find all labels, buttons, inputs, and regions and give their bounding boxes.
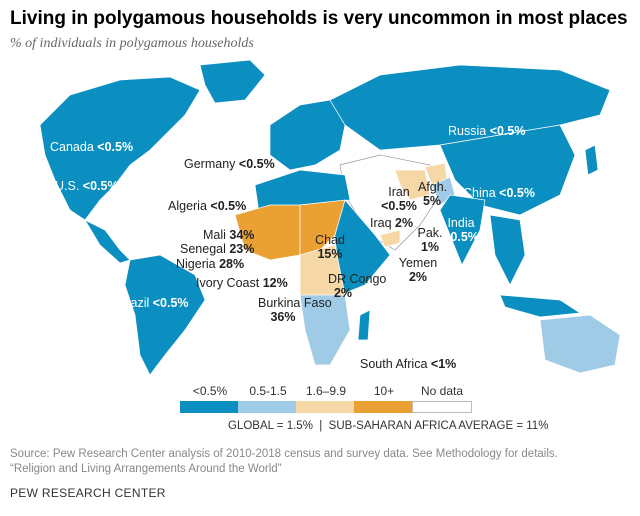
region-southern-africa xyxy=(299,294,351,366)
chart-subtitle: % of individuals in polygamous household… xyxy=(10,36,254,51)
legend-swatch xyxy=(238,401,298,413)
label-nigeria: Nigeria 28% xyxy=(176,257,245,271)
label-afghanistan: Afgh. 5% xyxy=(418,180,448,208)
label-iran: Iran <0.5% xyxy=(381,185,417,213)
chart-title: Living in polygamous households is very … xyxy=(10,8,628,29)
legend-label: 0.5-1.5 xyxy=(249,384,287,398)
label-ivory-coast: Ivory Coast 12% xyxy=(196,276,288,290)
label-algeria: Algeria <0.5% xyxy=(168,199,247,213)
legend-swatch xyxy=(296,401,356,413)
region-iran xyxy=(394,169,431,201)
averages-note: GLOBAL = 1.5% | SUB-SAHARAN AFRICA AVERA… xyxy=(228,420,549,432)
legend-swatch xyxy=(412,401,472,413)
source-line: Source: Pew Research Center analysis of … xyxy=(10,448,558,460)
report-title: “Religion and Living Arrangements Around… xyxy=(10,463,282,475)
label-china: China <0.5% xyxy=(463,186,535,200)
region-russia xyxy=(329,64,611,151)
label-pakistan: Pak. 1% xyxy=(417,226,443,254)
label-senegal: Senegal 23% xyxy=(180,242,255,256)
region-india xyxy=(439,194,486,266)
label-south-africa: South Africa <1% xyxy=(360,357,457,371)
legend-label: <0.5% xyxy=(192,384,228,398)
label-india: India <0.5% xyxy=(443,216,479,244)
world-map xyxy=(39,59,621,376)
region-north-america xyxy=(39,76,201,221)
region-south-america xyxy=(124,254,206,376)
region-madagascar xyxy=(357,309,371,341)
brand-logo: PEW RESEARCH CENTER xyxy=(10,486,166,500)
label-yemen: Yemen 2% xyxy=(398,256,438,284)
source: Source: Pew Research Center analysis of … xyxy=(10,447,558,477)
legend-swatch xyxy=(180,401,240,413)
label-dr-congo: DR Congo 2% xyxy=(328,272,387,300)
legend-swatch xyxy=(354,401,414,413)
legend-label: No data xyxy=(420,384,464,398)
label-us: U.S. <0.5% xyxy=(55,179,119,193)
region-indonesia xyxy=(499,294,582,318)
region-japan xyxy=(584,144,599,176)
label-burkina-faso: Burkina Faso 36% xyxy=(258,296,332,324)
region-greenland xyxy=(199,59,266,104)
label-canada: Canada <0.5% xyxy=(50,140,134,154)
label-iraq: Iraq 2% xyxy=(370,216,414,230)
legend-label: 10+ xyxy=(373,384,395,398)
label-germany: Germany <0.5% xyxy=(184,157,275,171)
label-russia: Russia <0.5% xyxy=(448,124,526,138)
region-east-africa xyxy=(334,199,391,296)
label-brazil: Brazil <0.5% xyxy=(118,296,189,310)
region-europe xyxy=(269,99,346,171)
legend-label: 1.6–9.9 xyxy=(305,384,347,398)
region-southeast-asia xyxy=(489,214,526,286)
label-chad: Chad 15% xyxy=(315,233,345,261)
region-sahel-east xyxy=(299,199,346,261)
region-australia xyxy=(539,314,621,374)
region-china xyxy=(439,124,576,216)
label-mali: Mali 34% xyxy=(203,228,255,242)
region-central-america xyxy=(84,219,131,264)
region-yemen xyxy=(379,229,401,248)
